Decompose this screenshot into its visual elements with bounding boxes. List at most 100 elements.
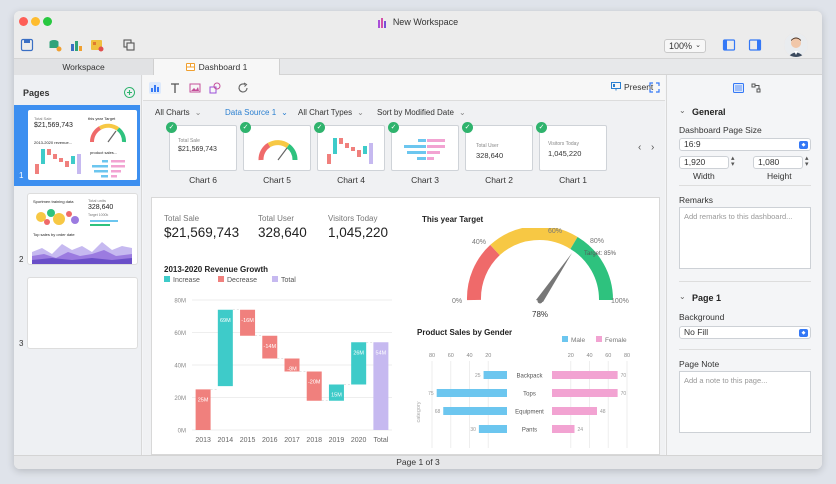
page-2-bubble-chart-icon <box>36 209 79 225</box>
page-1-thumbnail[interactable]: Total Sale $21,569,743 this year Target … <box>27 109 138 181</box>
page-note-textarea[interactable]: Add a note to this page... <box>679 371 811 433</box>
sort-filter[interactable]: Sort by Modified Date ⌄ <box>377 108 466 117</box>
x-tick-label: 20 <box>568 353 574 359</box>
image-icon[interactable] <box>189 82 201 94</box>
page-1-kpi-label: Total Sale <box>34 116 52 121</box>
waterfall-data-label: -16M <box>241 318 254 324</box>
dashboard-canvas[interactable]: Total Sale $21,569,743 Total User 328,64… <box>151 197 660 455</box>
female-value-label: 70 <box>621 391 627 397</box>
scroll-left-arrow[interactable]: ‹ <box>638 142 642 153</box>
waterfall-data-label: -8M <box>287 367 297 373</box>
width-label: Width <box>693 171 715 181</box>
page-2-thumbnail[interactable]: Sportmen training data Total units 328,6… <box>27 193 138 265</box>
save-icon[interactable] <box>20 38 34 52</box>
refresh-icon[interactable] <box>237 82 249 94</box>
chart-types-filter[interactable]: All Chart Types ⌄ <box>298 108 364 117</box>
tab-dashboard-1[interactable]: Dashboard 1 <box>154 59 280 75</box>
x-tick-label: 2020 <box>351 437 367 444</box>
all-charts-filter[interactable]: All Charts ⌄ <box>155 108 201 117</box>
waterfall-bar-2014 <box>217 309 233 387</box>
page-note-placeholder: Add a note to this page... <box>684 376 768 385</box>
add-chart-icon[interactable] <box>70 38 84 52</box>
page-size-value: 16:9 <box>684 139 701 149</box>
height-stepper[interactable]: ▴ ▾ <box>805 155 809 168</box>
tab-workspace[interactable]: Workspace <box>14 59 154 75</box>
width-value: 1,920 <box>684 157 706 167</box>
x-tick-label: Total <box>373 437 388 444</box>
user-avatar[interactable] <box>784 33 808 57</box>
chart-3-label: Chart 3 <box>411 175 439 185</box>
category-label: Pants <box>522 428 537 434</box>
right-panel-toggle-icon[interactable] <box>748 38 762 52</box>
app-logo-icon <box>377 17 386 28</box>
scroll-right-arrow[interactable]: › <box>651 142 655 153</box>
gauge-tick-80: 80% <box>590 238 604 245</box>
legend-swatch-female <box>596 336 602 342</box>
x-tick-label: 40 <box>586 353 592 359</box>
female-value-label: 70 <box>621 373 627 379</box>
remarks-textarea[interactable]: Add remarks to this dashboard... <box>679 207 811 269</box>
add-datasource-icon[interactable] <box>48 38 62 52</box>
zoom-select[interactable]: 100% ⌄ <box>664 39 706 53</box>
x-tick-label: 40 <box>466 353 472 359</box>
chart-card-6[interactable]: ✓ Total Sale $21,569,743 <box>166 122 237 171</box>
duplicate-icon[interactable] <box>122 38 136 52</box>
waterfall-bar-2016 <box>262 335 278 359</box>
left-panel-toggle-icon[interactable] <box>722 38 736 52</box>
female-bar-pants <box>552 425 575 433</box>
legend-swatch-increase <box>164 276 170 282</box>
male-value-label: 68 <box>435 409 441 415</box>
female-bar-equipment <box>552 407 597 415</box>
x-tick-label: 2015 <box>240 437 256 444</box>
tab-bar: Workspace Dashboard 1 <box>14 59 822 75</box>
background-select[interactable]: No Fill ◆ <box>679 326 811 339</box>
chart-card-2[interactable]: ✓ Total User 328,640 <box>462 122 533 171</box>
chevron-down-icon[interactable]: ⌄ <box>679 106 686 115</box>
tab-workspace-label: Workspace <box>62 62 105 72</box>
check-icon: ✓ <box>536 122 547 133</box>
gauge-tick-0: 0% <box>452 298 462 305</box>
data-source-filter[interactable]: Data Source 1 ⌄ <box>225 108 288 117</box>
x-tick-label: 2016 <box>262 437 278 444</box>
chevron-down-icon: ⌄ <box>458 108 466 117</box>
x-tick-label: 2019 <box>329 437 345 444</box>
divider <box>679 349 811 350</box>
add-dashboard-icon[interactable] <box>90 38 104 52</box>
chart-card-5[interactable]: ✓ <box>240 122 311 171</box>
height-input[interactable]: 1,080 <box>753 156 803 169</box>
check-icon: ✓ <box>314 122 325 133</box>
chart-card-4[interactable]: ✓ <box>314 122 385 171</box>
y-tick-label: 40M <box>174 364 186 370</box>
legend-label-male: Male <box>571 337 585 344</box>
chart-card-1[interactable]: ✓ Visitors Today 1,045,220 <box>536 122 607 171</box>
chart-2-mini-value: 328,640 <box>476 151 504 160</box>
add-page-icon[interactable] <box>124 87 135 98</box>
text-icon[interactable] <box>169 82 181 94</box>
height-label: Height <box>767 171 792 181</box>
page-1-number: 1 <box>19 171 24 180</box>
present-button[interactable]: Present <box>611 82 653 92</box>
width-input[interactable]: 1,920 <box>679 156 729 169</box>
chart-toolbar: Present <box>143 75 665 101</box>
bar-chart-icon[interactable] <box>149 82 161 94</box>
close-window-button[interactable] <box>19 17 28 26</box>
chart-3-pyramid-icon <box>404 139 445 160</box>
properties-tab-icon[interactable] <box>733 83 744 93</box>
page-3-thumbnail[interactable] <box>27 277 138 349</box>
select-arrow-icon: ◆ <box>799 329 808 337</box>
maximize-window-button[interactable] <box>43 17 52 26</box>
minimize-window-button[interactable] <box>31 17 40 26</box>
male-value-label: 25 <box>475 373 481 379</box>
fullscreen-icon[interactable] <box>649 82 660 93</box>
male-bar-tops <box>436 389 507 397</box>
title-bar: New Workspace <box>14 11 822 33</box>
shapes-icon[interactable] <box>209 82 221 94</box>
width-stepper[interactable]: ▴ ▾ <box>731 155 735 168</box>
page-2-value: 328,640 <box>88 204 114 211</box>
remarks-placeholder: Add remarks to this dashboard... <box>684 212 793 221</box>
layout-tab-icon[interactable] <box>751 83 762 93</box>
chart-card-3[interactable]: ✓ <box>388 122 459 171</box>
chevron-down-icon[interactable]: ⌄ <box>679 292 686 301</box>
page-size-select[interactable]: 16:9 ◆ <box>679 138 811 151</box>
tab-dashboard-label: Dashboard 1 <box>198 62 248 72</box>
